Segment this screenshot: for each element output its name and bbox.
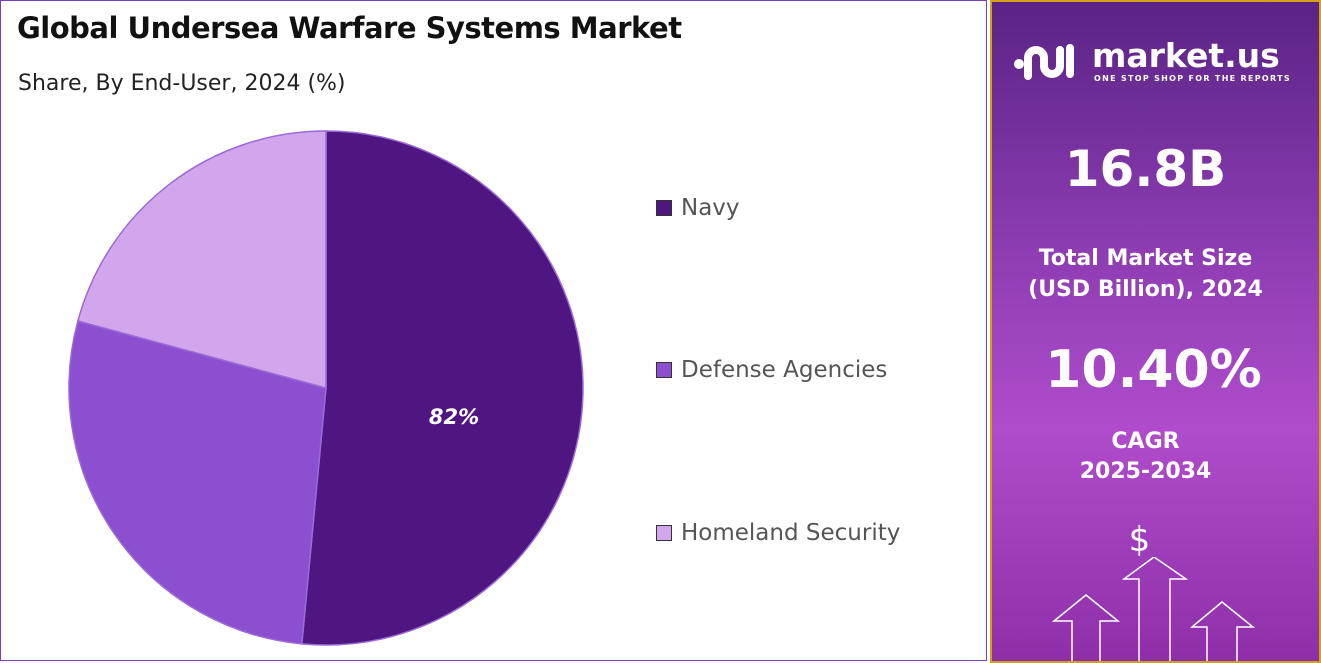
legend-label: Navy <box>681 195 740 221</box>
legend-item-defense-agencies: Defense Agencies <box>656 357 887 383</box>
logo-text: market.us <box>1092 36 1280 75</box>
pie-slice-navy <box>300 130 584 646</box>
legend-swatch <box>656 525 672 541</box>
logo-tagline: ONE STOP SHOP FOR THE REPORTS <box>1094 74 1291 83</box>
chart-title: Global Undersea Warfare Systems Market <box>17 11 682 45</box>
pie-slice-defense-agencies <box>68 320 327 645</box>
data-label: 82% <box>429 405 479 429</box>
pie-chart: 82% <box>68 130 584 646</box>
market-us-logo-icon <box>1014 44 1074 80</box>
cagr-label: CAGR <box>1111 429 1180 454</box>
market-size-value: 16.8B <box>1064 140 1227 198</box>
legend-swatch <box>656 362 672 378</box>
dollar-icon: $ <box>1128 520 1151 560</box>
growth-arrows-icon <box>1051 557 1256 661</box>
legend-label: Defense Agencies <box>681 357 888 383</box>
cagr-value: 10.40% <box>1045 340 1262 400</box>
summary-panel: market.us ONE STOP SHOP FOR THE REPORTS … <box>990 0 1321 663</box>
legend-item-navy: Navy <box>656 195 740 221</box>
cagr-period: 2025-2034 <box>1079 459 1212 484</box>
chart-panel: Global Undersea Warfare Systems Market S… <box>0 0 987 661</box>
legend-swatch <box>656 200 672 216</box>
pie-slice-homeland-security <box>76 130 327 389</box>
market-size-unit: (USD Billion), 2024 <box>1028 277 1263 302</box>
legend-label: Homeland Security <box>681 520 901 546</box>
legend-item-homeland-security: Homeland Security <box>656 520 900 546</box>
market-size-label: Total Market Size <box>1038 246 1253 271</box>
chart-subtitle: Share, By End-User, 2024 (%) <box>18 71 346 96</box>
